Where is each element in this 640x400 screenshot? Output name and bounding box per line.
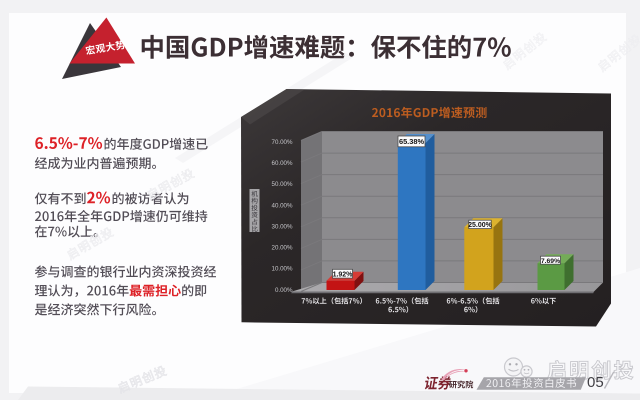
svg-text:7.69%: 7.69% [541, 258, 560, 265]
svg-text:65.38%: 65.38% [399, 137, 424, 146]
svg-text:40.00%: 40.00% [272, 202, 293, 209]
svg-text:25.00%: 25.00% [468, 222, 493, 229]
svg-text:10.00%: 10.00% [272, 266, 293, 273]
svg-text:1.92%: 1.92% [333, 271, 354, 278]
svg-text:20.00%: 20.00% [272, 245, 293, 252]
svg-text:30.00%: 30.00% [272, 223, 293, 230]
svg-text:50.00%: 50.00% [272, 181, 293, 188]
svg-text:05: 05 [587, 374, 604, 391]
svg-text:0.00%: 0.00% [275, 287, 293, 294]
svg-text:60.00%: 60.00% [272, 160, 293, 167]
svg-text:70.00%: 70.00% [272, 139, 293, 146]
